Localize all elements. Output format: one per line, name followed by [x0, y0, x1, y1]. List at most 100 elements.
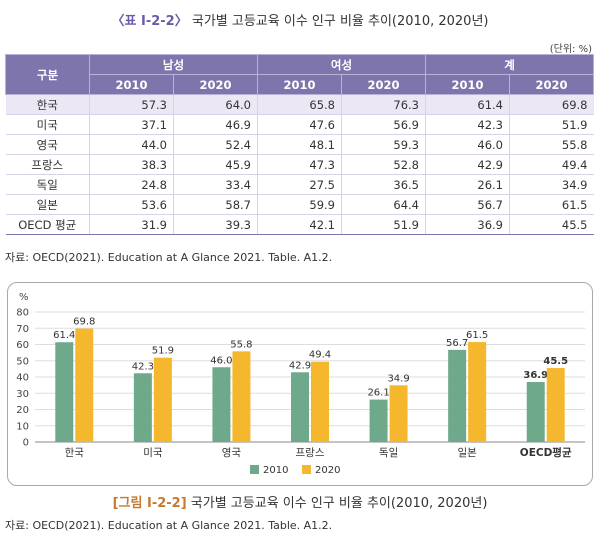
table-row: 미국 37.1 46.9 47.6 56.9 42.3 51.9 [5, 114, 594, 135]
data-label: 45.5 [543, 356, 568, 367]
figure-title-text: 국가별 고등교육 이수 인구 비율 추이(2010, 2020년) [190, 496, 488, 511]
year-header: 2020 [173, 74, 258, 95]
y-tick-label: 60 [16, 340, 29, 351]
group-female: 여성 [257, 54, 426, 75]
table-cell: 44.0 [89, 134, 174, 155]
legend-label: 2020 [315, 465, 340, 476]
data-label: 61.4 [53, 330, 75, 341]
year-header: 2020 [341, 74, 426, 95]
table-row: 한국 57.3 64.0 65.8 76.3 61.4 69.8 [5, 94, 594, 115]
table-cell: 48.1 [257, 134, 342, 155]
data-label: 51.9 [152, 346, 174, 357]
table-cell: 47.6 [257, 114, 342, 135]
bar-2010 [526, 382, 545, 442]
table-cell: 64.4 [341, 194, 426, 215]
bar-2020 [546, 368, 565, 442]
y-tick-label: 80 [16, 308, 29, 319]
table-row: 독일 24.8 33.4 27.5 36.5 26.1 34.9 [5, 174, 594, 195]
table-cell: 69.8 [509, 94, 594, 115]
table-cell: 27.5 [257, 174, 342, 195]
row-label: OECD 평균 [5, 214, 90, 235]
row-label: 한국 [5, 94, 90, 115]
table-cell: 55.8 [509, 134, 594, 155]
figure-title: [그림 Ⅰ-2-2] 국가별 고등교육 이수 인구 비율 추이(2010, 20… [0, 492, 600, 511]
bar-2020 [311, 361, 329, 442]
y-tick-label: 30 [16, 389, 29, 400]
table-cell: 61.5 [509, 194, 594, 215]
table-cell: 33.4 [173, 174, 258, 195]
bar-2010 [291, 372, 309, 442]
table-cell: 42.1 [257, 214, 342, 235]
y-tick-label: 0 [23, 438, 29, 449]
table-cell: 59.3 [341, 134, 426, 155]
data-label: 34.9 [387, 373, 409, 384]
table-title-label: 〈표 Ⅰ-2-2〉 [111, 14, 188, 29]
data-label: 26.1 [367, 388, 389, 399]
table-cell: 53.6 [89, 194, 174, 215]
table-cell: 61.4 [425, 94, 510, 115]
table-cell: 49.4 [509, 154, 594, 175]
table-cell: 34.9 [509, 174, 594, 195]
table-cell: 52.8 [341, 154, 426, 175]
bar-2010 [448, 349, 467, 442]
table-cell: 42.9 [425, 154, 510, 175]
table-cell: 24.8 [89, 174, 174, 195]
data-label: 55.8 [230, 339, 252, 350]
y-tick-label: 40 [16, 373, 29, 384]
row-label: 독일 [5, 174, 90, 195]
table-cell: 57.3 [89, 94, 174, 115]
row-label: 영국 [5, 134, 90, 155]
table-cell: 26.1 [425, 174, 510, 195]
table-cell: 65.8 [257, 94, 342, 115]
chart-frame [7, 282, 593, 486]
table-cell: 38.3 [89, 154, 174, 175]
x-tick-label: 프랑스 [296, 447, 325, 459]
data-table: 구분 남성 여성 계 2010 2020 2010 2020 2010 2020… [5, 54, 594, 235]
table-row: 영국 44.0 52.4 48.1 59.3 46.0 55.8 [5, 134, 594, 155]
table-cell: 56.9 [341, 114, 426, 135]
table-cell: 42.3 [425, 114, 510, 135]
row-label: 프랑스 [5, 154, 90, 175]
figure-source: 자료: OECD(2021). Education at A Glance 20… [5, 519, 333, 532]
table-cell: 37.1 [89, 114, 174, 135]
legend-swatch-2020 [302, 465, 311, 474]
x-tick-label: 독일 [379, 446, 398, 459]
table-cell: 36.5 [341, 174, 426, 195]
table-cell: 76.3 [341, 94, 426, 115]
table-cell: 51.9 [341, 214, 426, 235]
table-row: OECD 평균 31.9 39.3 42.1 51.9 36.9 45.5 [5, 214, 594, 235]
bar-2020 [75, 328, 94, 442]
x-tick-label: 미국 [143, 447, 163, 459]
table-cell: 64.0 [173, 94, 258, 115]
bar-chart: % 0 10 20 30 40 50 60 70 80 61.4 69.8 한국 42.3 51.9 미국 46… [16, 292, 585, 476]
data-label: 36.9 [523, 370, 548, 381]
table-cell: 46.0 [425, 134, 510, 155]
table-source: 자료: OECD(2021). Education at A Glance 20… [5, 251, 333, 264]
y-tick-label: 70 [16, 324, 29, 335]
table-cell: 45.9 [173, 154, 258, 175]
bar-2010 [212, 367, 231, 442]
table-cell: 52.4 [173, 134, 258, 155]
group-total: 계 [425, 54, 594, 75]
data-label: 56.7 [446, 338, 468, 349]
bar-2020 [468, 342, 487, 442]
group-male: 남성 [89, 54, 258, 75]
table-title-text: 국가별 고등교육 이수 인구 비율 추이(2010, 2020년) [191, 14, 489, 29]
x-tick-label: 일본 [457, 446, 477, 459]
y-tick-label: 50 [16, 356, 29, 367]
figure-title-label: [그림 Ⅰ-2-2] [112, 496, 187, 511]
table-title: 〈표 Ⅰ-2-2〉 국가별 고등교육 이수 인구 비율 추이(2010, 202… [0, 10, 600, 29]
data-label: 49.4 [309, 350, 331, 361]
table-cell: 58.7 [173, 194, 258, 215]
table-row: 프랑스 38.3 45.9 47.3 52.8 42.9 49.4 [5, 154, 594, 175]
bar-2010 [55, 342, 74, 442]
y-axis-label: % [19, 292, 29, 303]
year-header: 2020 [509, 74, 594, 95]
table-cell: 46.9 [173, 114, 258, 135]
year-header: 2010 [257, 74, 342, 95]
data-label: 61.5 [466, 330, 488, 341]
table-cell: 47.3 [257, 154, 342, 175]
legend-label: 2010 [263, 465, 288, 476]
unit-label: (단위: %) [549, 44, 592, 55]
table-cell: 31.9 [89, 214, 174, 235]
